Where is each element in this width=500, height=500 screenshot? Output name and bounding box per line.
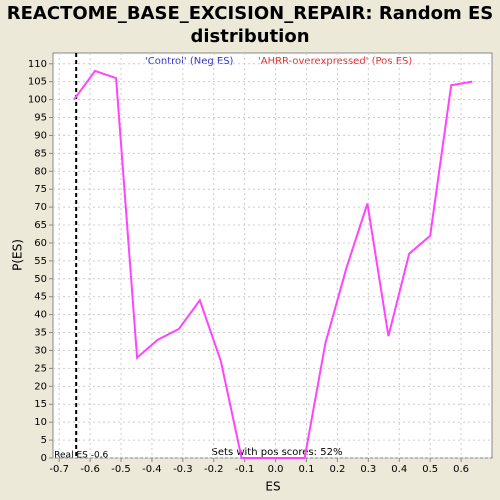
y-tick-label: 5 xyxy=(41,435,47,446)
x-tick-label: -0.3 xyxy=(173,464,193,475)
y-tick-label: 0 xyxy=(41,453,47,464)
y-tick-label: 15 xyxy=(34,399,47,410)
legend-entry: 'AHRR-overexpressed' (Pos ES) xyxy=(258,56,412,67)
x-tick-label: -0.2 xyxy=(204,464,224,475)
x-tick-label: -0.4 xyxy=(142,464,162,475)
x-tick-label: 0.0 xyxy=(268,464,284,475)
annotation: Sets with pos scores: 52% xyxy=(212,447,343,458)
x-axis-label: ES xyxy=(265,480,280,494)
y-tick-label: 45 xyxy=(34,292,47,303)
chart-title: REACTOME_BASE_EXCISION_REPAIR: Random ES… xyxy=(6,3,494,47)
y-tick-label: 110 xyxy=(28,59,47,70)
y-tick-label: 10 xyxy=(34,417,47,428)
y-tick-label: 60 xyxy=(34,238,47,249)
x-tick-label: 0.2 xyxy=(329,464,345,475)
x-tick-label: 0.4 xyxy=(391,464,407,475)
y-tick-label: 55 xyxy=(34,256,47,267)
x-tick-label: -0.7 xyxy=(49,464,69,475)
y-tick-label: 25 xyxy=(34,363,47,374)
y-tick-label: 50 xyxy=(34,274,47,285)
y-tick-label: 75 xyxy=(34,184,47,195)
x-tick-label: -0.6 xyxy=(80,464,100,475)
y-tick-label: 95 xyxy=(34,113,47,124)
y-tick-label: 65 xyxy=(34,220,47,231)
y-tick-label: 80 xyxy=(34,166,47,177)
y-tick-label: 85 xyxy=(34,148,47,159)
data-line xyxy=(73,69,473,459)
x-tick-label: -0.5 xyxy=(111,464,131,475)
x-tick-label: 0.1 xyxy=(299,464,315,475)
legend-entry: 'Control' (Neg ES) xyxy=(145,56,234,67)
x-tick-label: 0.6 xyxy=(453,464,469,475)
y-tick-label: 40 xyxy=(34,310,47,321)
y-axis-label: P(ES) xyxy=(11,239,25,271)
y-tick-label: 30 xyxy=(34,345,47,356)
y-tick-label: 90 xyxy=(34,130,47,141)
y-tick-label: 100 xyxy=(28,95,47,106)
y-tick-label: 105 xyxy=(28,77,47,88)
y-tick-label: 70 xyxy=(34,202,47,213)
y-tick-label: 35 xyxy=(34,328,47,339)
x-tick-label: 0.3 xyxy=(360,464,376,475)
y-tick-label: 20 xyxy=(34,381,47,392)
real-es-label: Real ES -0.6 xyxy=(54,451,108,461)
plot-area xyxy=(52,52,493,459)
x-tick-label: -0.1 xyxy=(235,464,255,475)
x-tick-label: 0.5 xyxy=(422,464,438,475)
